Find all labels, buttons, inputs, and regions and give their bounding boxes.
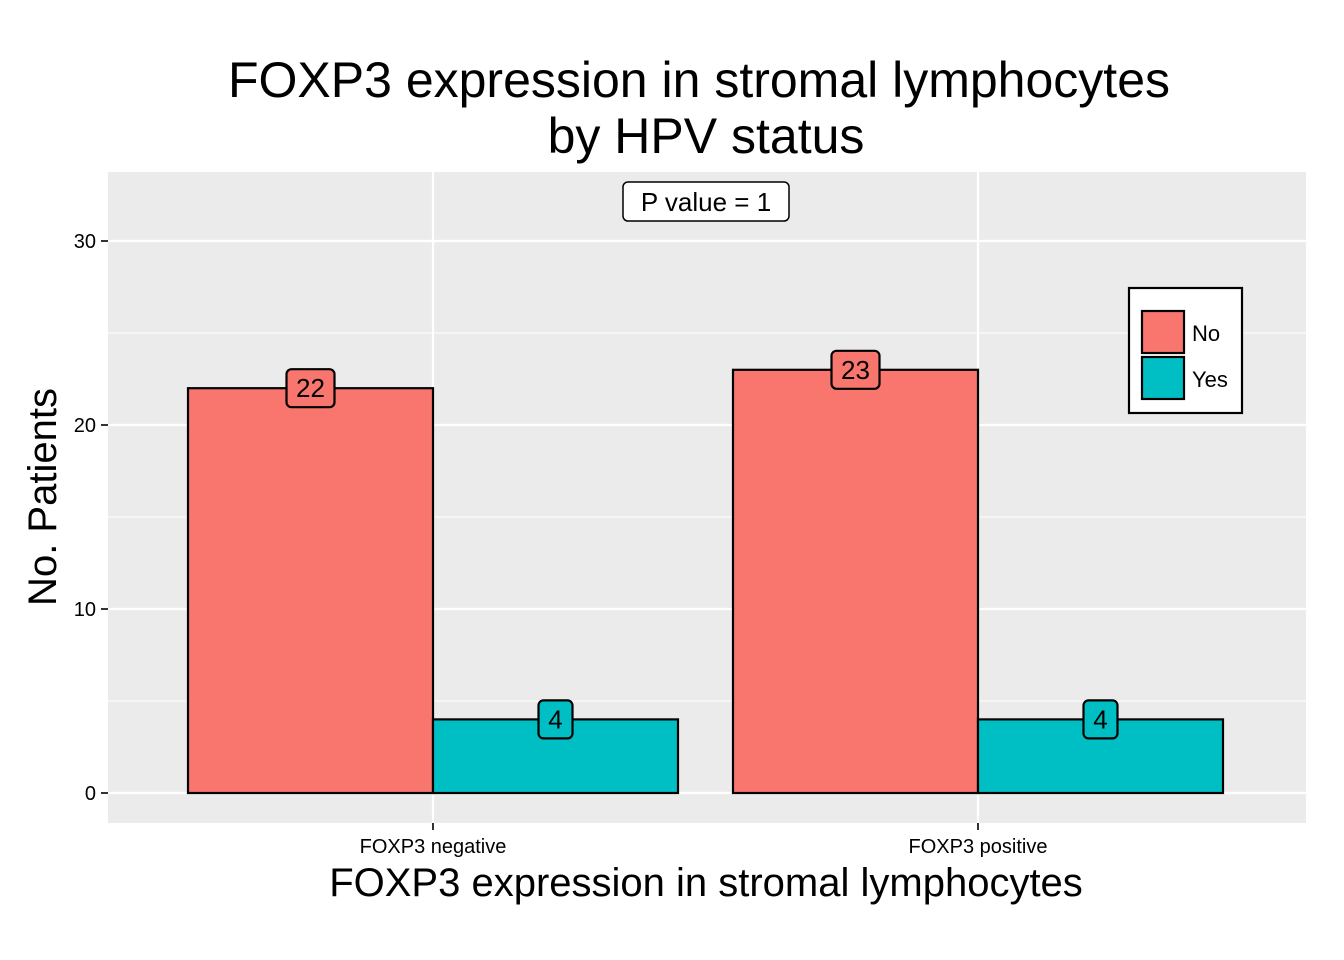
bar-label-box — [537, 699, 574, 740]
bar-value-labels: 22 4 23 4 — [285, 349, 1119, 740]
chart-title-line-1: FOXP3 expression in stromal lymphocytes — [228, 52, 1170, 108]
y-axis-title: No. Patients — [21, 388, 65, 606]
chart-title-line-2: by HPV status — [548, 108, 865, 164]
bar-label-box — [285, 368, 336, 409]
bar-value-label: 22 — [296, 373, 325, 403]
bar-label-box — [830, 349, 881, 390]
bar-value-label: 23 — [841, 355, 870, 385]
p-value-label: P value = 1 — [641, 187, 771, 217]
bar-label-box — [1082, 699, 1119, 740]
bar-no-2 — [731, 368, 980, 795]
legend: No Yes — [1127, 286, 1244, 415]
y-axis: 0 10 20 30 — [74, 231, 108, 805]
y-tick-label: 0 — [85, 783, 96, 805]
bar-value-label: 4 — [1093, 704, 1107, 734]
x-axis: FOXP3 negative FOXP3 positive — [360, 823, 1048, 858]
x-tick-label: FOXP3 negative — [360, 836, 507, 858]
legend-label-yes: Yes — [1192, 367, 1228, 392]
p-value-box — [622, 181, 790, 222]
legend-key-yes — [1140, 355, 1186, 401]
legend-label-no: No — [1192, 321, 1220, 346]
bar-value-label: 4 — [548, 704, 562, 734]
bar-no-1 — [186, 387, 435, 795]
y-tick-label: 10 — [74, 599, 96, 621]
legend-key-no — [1140, 309, 1186, 355]
x-axis-title: FOXP3 expression in stromal lymphocytes — [329, 861, 1083, 905]
x-tick-label: FOXP3 positive — [909, 836, 1048, 858]
y-tick-label: 20 — [74, 415, 96, 437]
y-tick-label: 30 — [74, 231, 96, 253]
p-value-annotation: P value = 1 — [622, 181, 790, 222]
